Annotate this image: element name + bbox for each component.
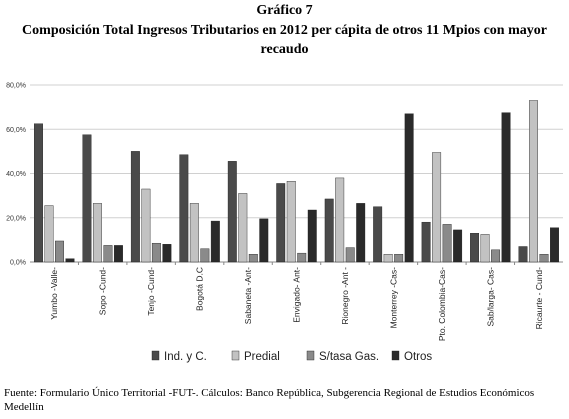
category-label: Envigado- Ant- (292, 267, 302, 323)
bar (259, 218, 269, 263)
bar (383, 254, 393, 263)
category-label: Ricaurte - Cund- (534, 267, 544, 330)
bar (189, 203, 199, 263)
bar (227, 161, 237, 263)
legend-swatch (391, 350, 400, 361)
bar (491, 249, 501, 263)
category-label: Bogotá D.C (195, 267, 205, 311)
bar (404, 113, 414, 263)
y-tick-label: 20,0% (6, 215, 26, 222)
category-label: Tenjo -Cund- (146, 267, 156, 316)
bar (518, 246, 528, 263)
category-label: Monterrey -Cas- (388, 267, 398, 329)
bar (210, 220, 220, 263)
bar (356, 203, 366, 263)
y-tick-label: 60,0% (6, 127, 26, 134)
bar (141, 188, 151, 263)
bar (44, 205, 54, 263)
chart-title: Composición Total Ingresos Tributarios e… (22, 23, 547, 57)
bar (151, 242, 161, 263)
bar (55, 240, 64, 263)
bar (501, 112, 511, 263)
bar (238, 193, 248, 263)
y-tick-label: 0,0% (10, 260, 26, 267)
bar (421, 221, 431, 263)
legend-swatch (306, 350, 315, 361)
bar (394, 254, 404, 263)
bar (200, 248, 210, 263)
bar (335, 177, 345, 263)
bar (103, 245, 113, 263)
bar (248, 254, 258, 263)
category-label: Yumbo -Valle- (49, 267, 59, 320)
category-label: Sab/larga- Cas- (485, 267, 495, 327)
bar (432, 152, 442, 263)
bar (307, 209, 317, 263)
bar (130, 151, 140, 263)
category-label: Pto. Colombia-Cas- (437, 267, 447, 341)
figure-label: Gráfico 7 (256, 3, 313, 18)
legend-swatch (231, 350, 240, 361)
bar (529, 100, 538, 263)
bar (276, 183, 286, 263)
source-note: Fuente: Formulario Único Territorial -FU… (4, 387, 535, 413)
legend-label: Predial (244, 351, 280, 363)
y-tick-label: 80,0% (6, 83, 26, 90)
bar (34, 123, 43, 263)
legend-label: Ind. y C. (164, 351, 207, 363)
category-label: Sopo -Cund- (98, 267, 108, 315)
bar (442, 224, 452, 263)
bar (324, 198, 334, 263)
bar (297, 252, 307, 263)
bar (92, 203, 102, 263)
bar (453, 229, 463, 263)
bar (286, 181, 296, 263)
bar (162, 244, 172, 263)
bar (82, 134, 92, 263)
category-label: Sabaneta -Ant- (243, 267, 253, 324)
y-tick-label: 40,0% (6, 171, 26, 178)
bar (179, 154, 189, 263)
bar (65, 258, 75, 263)
bar (539, 254, 549, 263)
bar (470, 233, 480, 263)
bar (373, 206, 383, 263)
bar (345, 247, 355, 263)
category-label: Rionegro -Ant - (340, 267, 350, 325)
bar (480, 234, 490, 263)
legend-label: Otros (404, 351, 432, 363)
legend-swatch (151, 350, 160, 361)
bar (550, 227, 559, 263)
bar (113, 245, 123, 263)
bar-chart: 0,0% 20,0% 40,0% 60,0% 80,0% Yumbo -Valle- Sop… (6, 83, 563, 363)
legend-label: S/tasa Gas. (319, 351, 379, 363)
